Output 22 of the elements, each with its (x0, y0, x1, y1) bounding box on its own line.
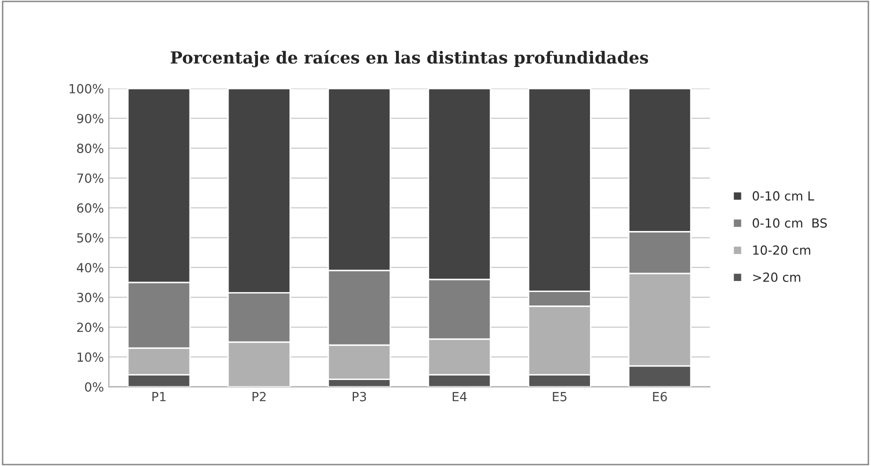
x-tick-label: E4 (452, 392, 467, 402)
y-tick-label: 60% (77, 203, 104, 213)
legend-label: >20 cm (753, 272, 800, 282)
x-tick-label: E5 (552, 392, 566, 402)
y-tick-label: 40% (76, 262, 104, 272)
y-tick-label: 30% (77, 292, 104, 302)
y-tick-label: 10% (78, 352, 104, 362)
y-tick-label: 50% (77, 233, 104, 243)
legend-label: 10-20 cm (753, 245, 810, 255)
legend-label: 0-10 cm BS (752, 218, 827, 228)
y-tick-label: 100% (70, 84, 104, 94)
x-tick-label: P3 (352, 392, 366, 402)
y-tick-label: 20% (77, 322, 104, 332)
legend-label: 0-10 cm L (752, 191, 814, 201)
x-tick-label: E6 (653, 392, 667, 402)
y-tick-label: 80% (77, 144, 104, 154)
y-tick-label: 70% (77, 173, 104, 183)
x-tick-label: P2 (252, 392, 266, 402)
x-tick-label: P1 (152, 392, 166, 402)
y-tick-label: 90% (77, 114, 104, 124)
y-tick-label: 0% (85, 382, 104, 392)
chart-title: Porcentaje de raíces en las distintas profundidades (170, 50, 648, 68)
